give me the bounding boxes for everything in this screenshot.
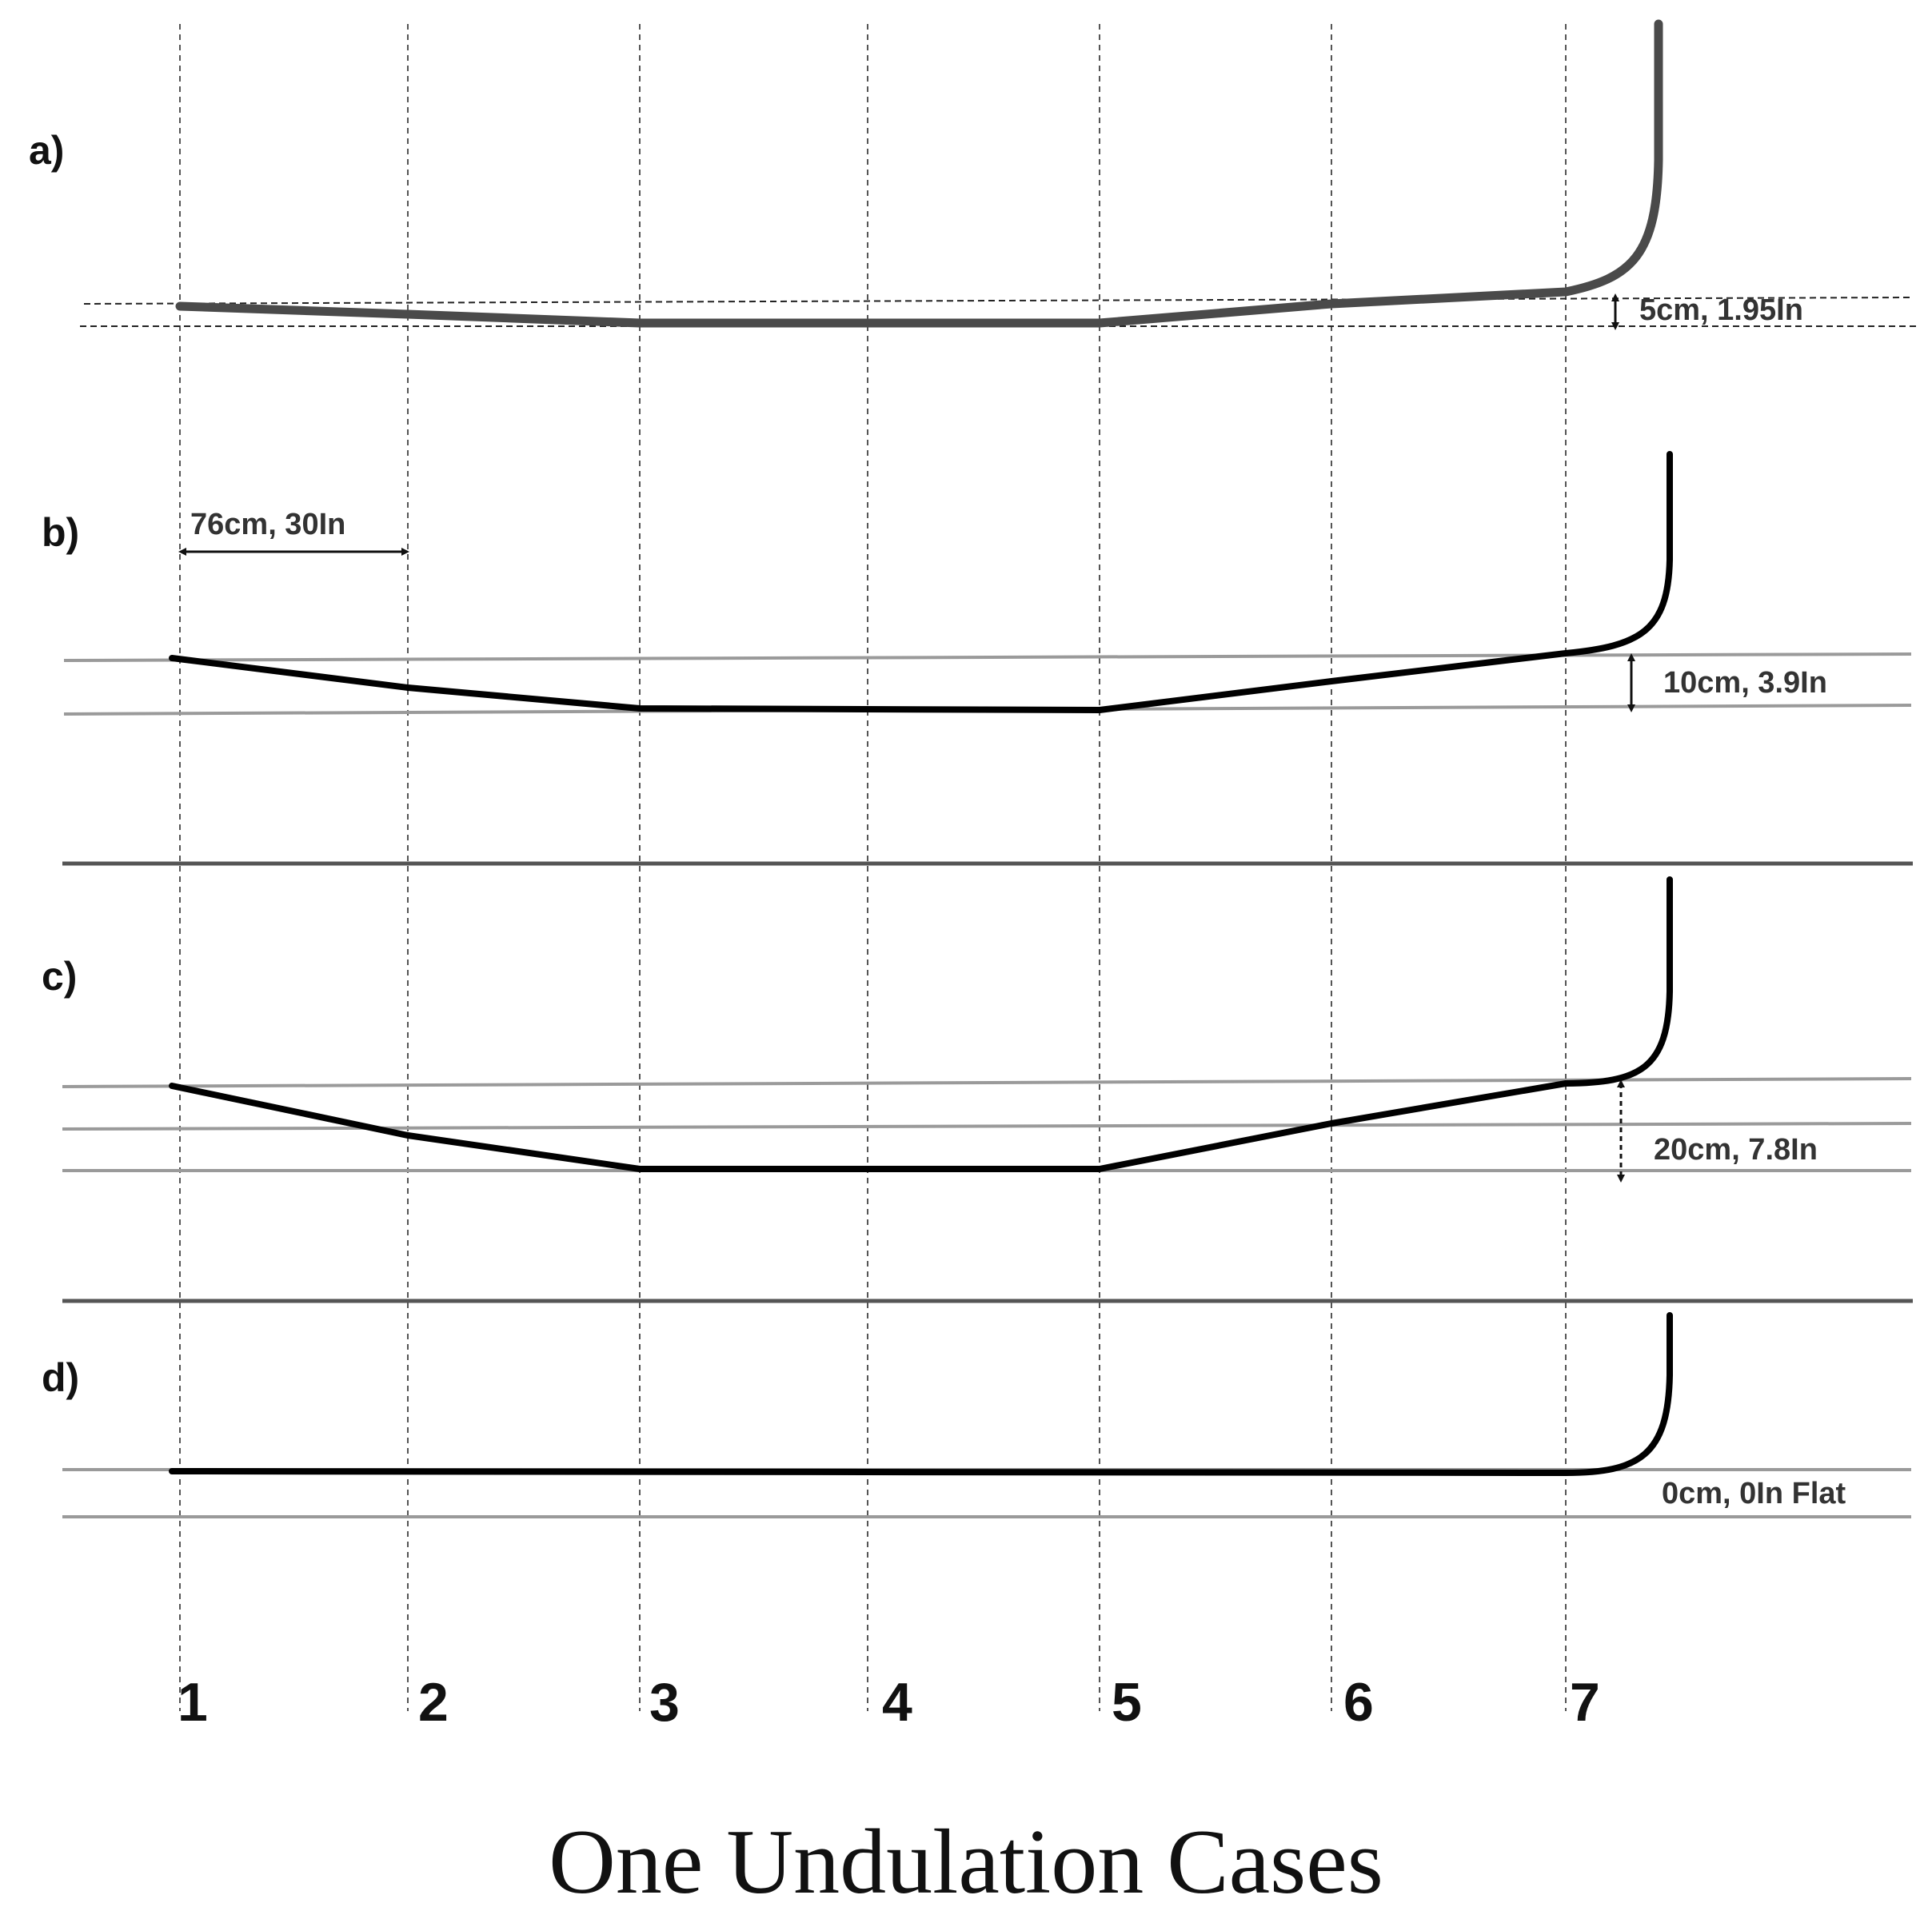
panel-a-label: a) (29, 128, 64, 173)
column-number-4: 4 (882, 1672, 912, 1733)
panel-d-depth-label: 0cm, 0In Flat (1662, 1477, 1846, 1510)
panel-c-label: c) (42, 954, 77, 999)
column-number-3: 3 (649, 1672, 680, 1733)
panel-b-profile (169, 451, 1673, 713)
panel-a-depth-label: 5cm, 1.95In (1639, 293, 1803, 327)
column-numbers: 1 2 3 4 5 6 7 (178, 1672, 1600, 1733)
panel-d-profile (169, 1312, 1673, 1476)
panel-c-ref-top (62, 1077, 1912, 1088)
panel-a-profile (175, 19, 1663, 328)
column-gridlines (179, 24, 1567, 1711)
panel-b-ref-top (63, 652, 1912, 662)
figure-title: One Undulation Cases (549, 1811, 1383, 1911)
panel-b-label: b) (42, 510, 79, 555)
column-number-5: 5 (1112, 1672, 1142, 1733)
column-number-2: 2 (418, 1672, 449, 1733)
panel-c-profile (169, 876, 1673, 1172)
panel-a-ref-top (83, 297, 1912, 305)
column-number-7: 7 (1570, 1672, 1600, 1733)
panel-d-label: d) (42, 1355, 79, 1400)
panel-b: b) 76cm, 30In 10cm, 3.9In (42, 451, 1912, 716)
panel-c-depth-label: 20cm, 7.8In (1654, 1133, 1818, 1167)
column-number-1: 1 (178, 1672, 208, 1733)
spacing-label: 76cm, 30In (190, 508, 345, 541)
panel-a: a) 5cm, 1.95In (29, 19, 1919, 330)
panel-c: c) 20cm, 7.8In (42, 876, 1912, 1183)
panel-d: d) 0cm, 0In Flat (42, 1312, 1911, 1518)
panel-b-depth-label: 10cm, 3.9In (1663, 666, 1827, 700)
column-number-6: 6 (1343, 1672, 1374, 1733)
